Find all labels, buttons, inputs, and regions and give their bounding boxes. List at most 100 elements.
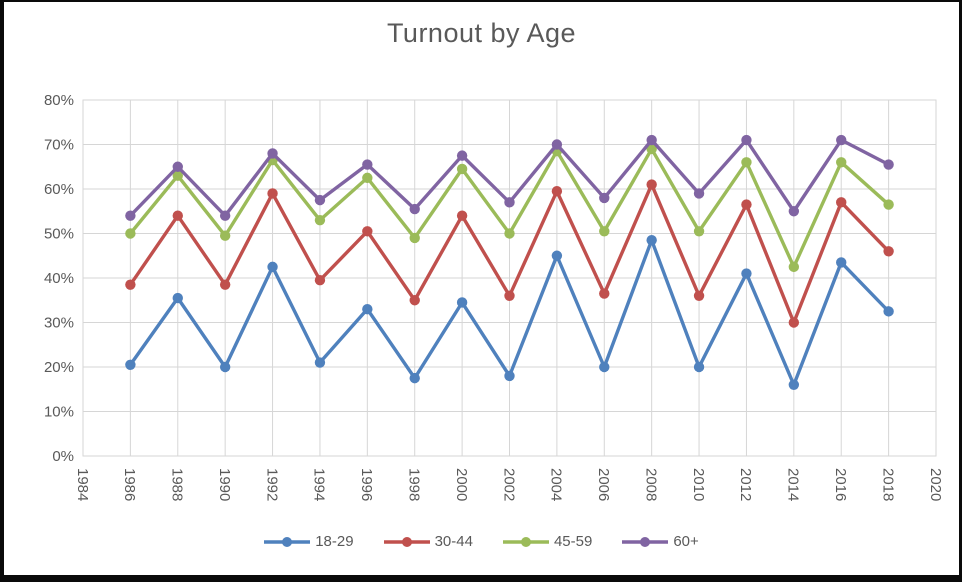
data-point-30-44-2018 [883, 246, 894, 257]
x-axis-tick-label: 2018 [879, 468, 896, 501]
data-point-30-44-1996 [362, 226, 373, 237]
data-point-18-29-1986 [125, 359, 136, 370]
data-point-18-29-1994 [314, 357, 326, 368]
x-axis-tick-label: 2016 [832, 468, 849, 501]
data-point-18-29-2012 [741, 268, 752, 279]
legend-label: 18-29 [315, 533, 354, 550]
data-point-45-59-2012 [741, 157, 752, 168]
data-point-18-29-2010 [693, 361, 705, 373]
x-axis-tick-label: 2020 [927, 468, 944, 501]
x-axis-tick-label: 1990 [216, 468, 233, 501]
data-point-45-59-2016 [836, 157, 847, 168]
data-point-18-29-1998 [409, 372, 420, 384]
data-point-18-29-2014 [788, 379, 800, 390]
x-axis-tick-label: 2008 [642, 468, 659, 501]
x-axis-tick-label: 2004 [548, 468, 565, 501]
x-axis-tick-label: 1992 [263, 468, 280, 501]
x-axis-tick-label: 1984 [74, 468, 91, 501]
data-point-45-59-1998 [409, 232, 420, 244]
data-point-60+-2010 [693, 188, 705, 199]
data-point-30-44-2014 [788, 317, 800, 328]
y-axis-tick-label: 70% [44, 137, 74, 154]
data-point-30-44-2016 [836, 197, 847, 208]
data-point-45-59-1994 [314, 214, 326, 226]
data-point-30-44-2006 [599, 288, 610, 299]
x-axis-tick-label: 1994 [311, 468, 328, 501]
x-axis-tick-label: 2002 [500, 468, 517, 501]
data-point-30-44-2002 [504, 290, 515, 301]
data-point-18-29-1990 [219, 361, 231, 373]
x-axis-tick-label: 1988 [169, 468, 186, 501]
legend-marker-icon [383, 536, 430, 547]
data-point-18-29-2006 [599, 361, 610, 373]
data-point-30-44-1998 [409, 295, 420, 306]
y-axis-tick-label: 10% [44, 404, 74, 421]
data-point-60+-2006 [599, 192, 610, 204]
data-point-30-44-2008 [646, 179, 657, 190]
data-point-45-59-1990 [219, 230, 231, 241]
legend-label: 45-59 [553, 533, 593, 550]
data-point-18-29-2018 [883, 306, 894, 317]
data-point-45-59-2018 [883, 199, 894, 210]
data-point-45-59-2010 [693, 226, 705, 237]
legend-marker-icon [622, 536, 669, 547]
y-axis-tick-label: 50% [44, 226, 74, 243]
x-axis-tick-label: 2012 [737, 468, 754, 501]
data-point-30-44-1994 [314, 275, 326, 286]
legend-marker-icon [502, 536, 549, 547]
data-point-60+-1986 [125, 210, 136, 221]
x-axis-tick-label: 1998 [405, 468, 422, 501]
chart-legend: 18-29 30-44 45-59 60+ [4, 533, 959, 550]
line-chart-plot: 0% 10% 20% 30% 40% 50% 60% 70% 80% 1984 1986 1988 19… [44, 92, 944, 501]
legend-item-60+: 60+ [622, 533, 699, 550]
x-axis-tick-label: 2006 [595, 468, 612, 501]
data-point-60+-2014 [788, 206, 800, 217]
x-axis-tick-label: 2010 [690, 468, 707, 501]
legend-marker-icon [264, 536, 311, 547]
x-axis-tick-label: 2014 [785, 468, 802, 501]
data-point-60+-2018 [883, 159, 894, 170]
data-point-60+-1998 [409, 203, 420, 215]
legend-item-30-44: 30-44 [383, 533, 473, 550]
data-point-60+-2008 [646, 134, 657, 146]
data-point-45-59-2008 [646, 143, 657, 155]
data-point-18-29-2000 [456, 297, 468, 308]
data-point-30-44-2010 [693, 290, 705, 301]
data-point-30-44-1990 [219, 279, 231, 290]
data-point-30-44-1988 [172, 210, 183, 221]
legend-item-18-29: 18-29 [264, 533, 354, 550]
data-point-60+-2016 [836, 134, 847, 146]
legend-label: 30-44 [434, 533, 473, 550]
y-axis-tick-label: 30% [44, 315, 74, 332]
data-point-60+-1990 [219, 210, 231, 221]
chart-container: Turnout by Age 0% 10% 20% 30% 40% 50% 60% 70% 80… [4, 2, 959, 575]
x-axis-tick-label: 1986 [121, 468, 138, 501]
data-point-45-59-1988 [172, 170, 183, 181]
data-point-45-59-2006 [599, 226, 610, 237]
data-point-60+-1996 [362, 159, 373, 170]
y-axis-tick-label: 20% [44, 359, 74, 376]
data-point-45-59-1996 [362, 172, 373, 184]
legend-label: 60+ [673, 533, 699, 550]
plot-border [82, 99, 937, 457]
data-point-45-59-2000 [456, 163, 468, 175]
x-axis-tick-label: 1996 [358, 468, 375, 501]
data-point-30-44-2012 [741, 199, 752, 210]
data-point-18-29-2008 [646, 234, 657, 246]
data-point-30-44-2004 [551, 186, 563, 197]
data-point-60+-2012 [741, 134, 752, 146]
data-point-60+-2004 [551, 139, 563, 150]
data-point-45-59-1986 [125, 228, 136, 239]
data-point-60+-2002 [504, 197, 515, 208]
legend-item-45-59: 45-59 [502, 533, 593, 550]
data-point-18-29-1988 [172, 292, 183, 304]
chart-title: Turnout by Age [386, 18, 577, 48]
y-axis-tick-label: 80% [44, 92, 74, 109]
data-point-60+-1988 [172, 161, 183, 172]
data-point-18-29-2004 [551, 250, 563, 261]
data-point-45-59-2014 [788, 261, 800, 273]
data-point-60+-2000 [456, 150, 468, 161]
data-point-60+-1994 [314, 194, 326, 206]
y-axis-tick-label: 60% [44, 181, 74, 198]
data-point-30-44-2000 [456, 210, 468, 221]
